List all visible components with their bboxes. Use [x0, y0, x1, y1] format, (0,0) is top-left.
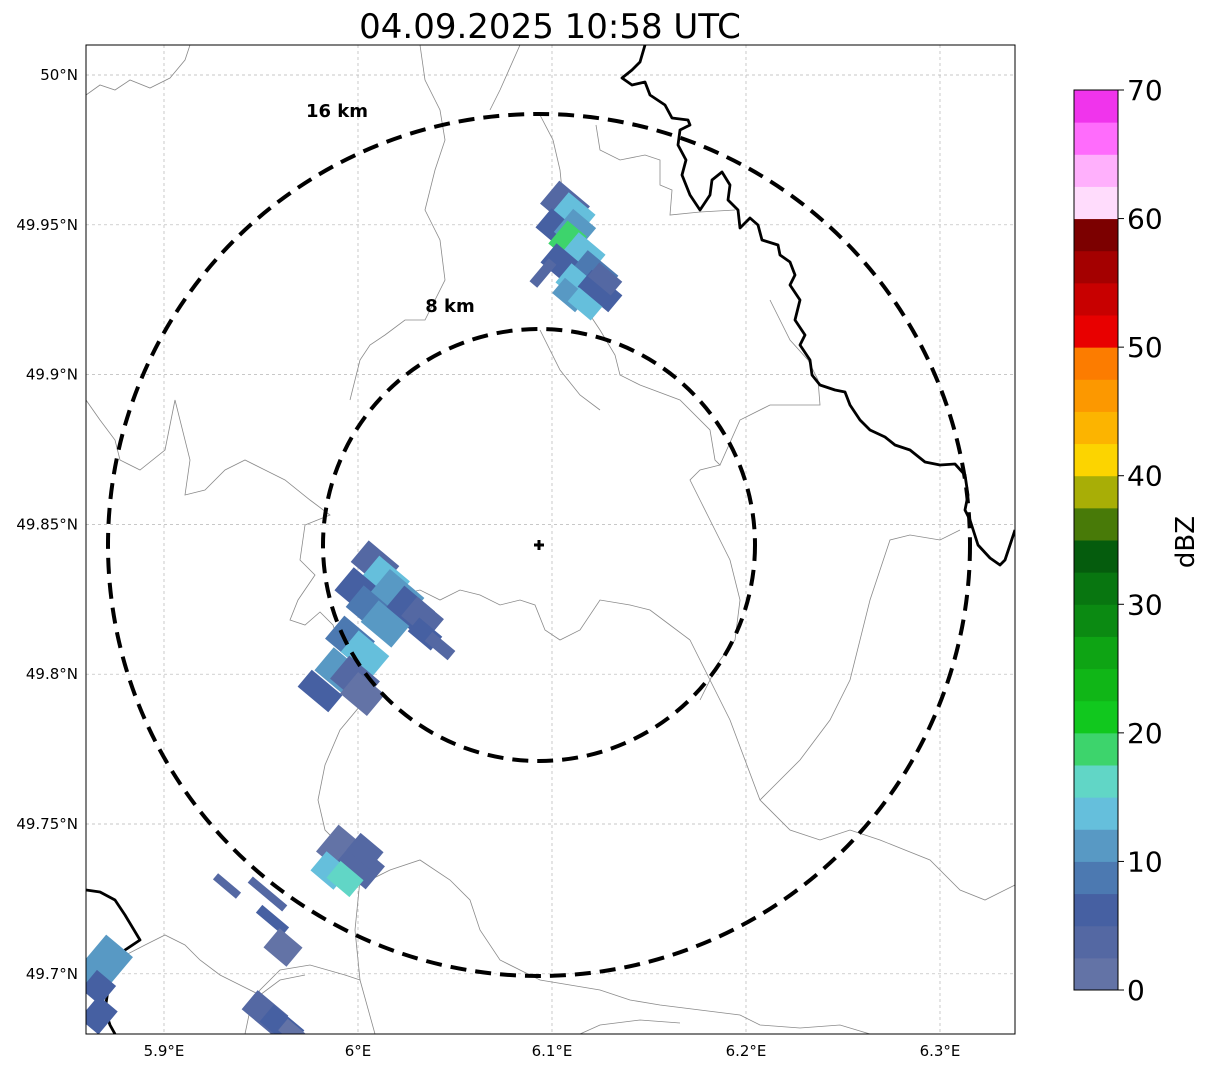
colorbar-segment: [1074, 540, 1118, 573]
colorbar-segment: [1074, 347, 1118, 380]
colorbar-segment: [1074, 732, 1118, 766]
lat-tick-label: 49.85°N: [16, 515, 78, 533]
colorbar-segment: [1074, 218, 1118, 252]
lat-tick-label: 50°N: [40, 66, 78, 84]
range-ring-16km: [106, 112, 972, 978]
colorbar-segment: [1074, 315, 1118, 348]
colorbar-segment: [1074, 797, 1118, 830]
range-label-8km: 8 km: [425, 296, 475, 317]
colorbar-segment: [1074, 282, 1118, 316]
colorbar-segment: [1074, 90, 1118, 123]
radar-echo: [297, 540, 456, 716]
colorbar-segment: [1074, 154, 1118, 187]
colorbar-tick-label: 40: [1127, 460, 1163, 493]
colorbar-segment: [1074, 186, 1118, 220]
colorbar-segment: [1074, 475, 1118, 509]
lat-tick-label: 49.9°N: [26, 366, 78, 384]
colorbar-segment: [1074, 893, 1118, 927]
radar-echo: [529, 180, 623, 321]
radar-site-marker: [534, 540, 544, 550]
colorbar: 0 10 20 30 40 50 60 70: [1073, 74, 1163, 1007]
echo-layer: [86, 180, 623, 1034]
colorbar-segment: [1074, 379, 1118, 412]
lon-tick-label: 5.9°E: [144, 1042, 185, 1060]
radar-echo: [212, 873, 303, 967]
radar-echo: [310, 824, 385, 898]
radar-echo: [241, 990, 307, 1034]
colorbar-tick-label: 0: [1127, 974, 1145, 1007]
colorbar-segment: [1074, 925, 1118, 959]
colorbar-tick-label: 50: [1127, 331, 1163, 364]
lon-tick-label: 6.2°E: [726, 1042, 767, 1060]
map-area: 8 km 16 km: [86, 45, 1015, 1034]
colorbar-segment: [1074, 572, 1118, 605]
colorbar-segment: [1074, 122, 1118, 155]
colorbar-segment: [1074, 250, 1118, 284]
colorbar-segment: [1074, 957, 1118, 991]
radar-echo: [86, 934, 133, 1034]
range-rings: [106, 112, 972, 978]
lon-tick-label: 6°E: [345, 1042, 372, 1060]
lon-tick-label: 6.3°E: [920, 1042, 961, 1060]
colorbar-segment: [1074, 604, 1118, 637]
latitude-ticks: 50°N 49.95°N 49.9°N 49.85°N 49.8°N 49.75°N 49.…: [16, 66, 78, 983]
colorbar-tick-label: 30: [1127, 588, 1163, 621]
colorbar-segment: [1074, 507, 1118, 541]
colorbar-frame: [1073, 89, 1119, 991]
colorbar-tick-label: 60: [1127, 203, 1163, 236]
colorbar-tick-label: 20: [1127, 717, 1163, 750]
longitude-ticks: 5.9°E 6°E 6.1°E 6.2°E 6.3°E: [144, 1042, 961, 1060]
colorbar-segment: [1074, 700, 1118, 734]
map-frame: [85, 44, 1016, 1035]
range-label-16km: 16 km: [306, 101, 368, 122]
colorbar-segment: [1074, 411, 1118, 445]
map-title: 04.09.2025 10:58 UTC: [359, 7, 741, 47]
lat-tick-label: 49.95°N: [16, 216, 78, 234]
colorbar-tick-label: 70: [1127, 74, 1163, 107]
colorbar-segment: [1074, 861, 1118, 895]
colorbar-segment: [1074, 765, 1118, 798]
lat-tick-label: 49.75°N: [16, 815, 78, 833]
colorbar-segment: [1074, 668, 1118, 702]
colorbar-segment: [1074, 829, 1118, 862]
lat-tick-label: 49.7°N: [26, 965, 78, 983]
colorbar-tick-label: 10: [1127, 845, 1163, 878]
colorbar-segment: [1074, 443, 1118, 477]
colorbar-segment: [1074, 636, 1118, 670]
lon-tick-label: 6.1°E: [532, 1042, 573, 1060]
range-ring-8km: [321, 327, 757, 763]
colorbar-label: dBZ: [1171, 516, 1201, 568]
lat-tick-label: 49.8°N: [26, 665, 78, 683]
